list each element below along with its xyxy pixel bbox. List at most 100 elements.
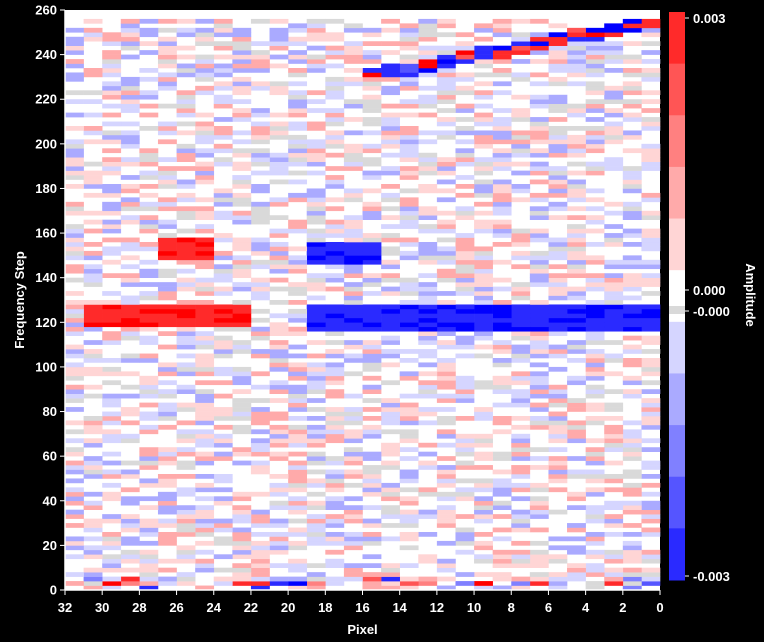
heatmap-cell <box>213 143 233 149</box>
heatmap-cell <box>213 277 233 283</box>
heatmap-cell <box>325 366 345 372</box>
heatmap-cell <box>381 362 400 368</box>
heatmap-cell <box>585 166 605 171</box>
heatmap-cell <box>585 460 605 466</box>
heatmap-cell <box>362 523 382 528</box>
heatmap-cell <box>250 420 270 426</box>
heatmap-cell <box>325 563 345 568</box>
heatmap-cell <box>418 491 438 497</box>
heatmap-cell <box>157 179 177 185</box>
heatmap-cell <box>381 407 400 412</box>
heatmap-cell <box>139 291 159 296</box>
heatmap-cell <box>288 407 308 412</box>
heatmap-cell <box>529 313 549 319</box>
heatmap-cell <box>269 166 289 171</box>
heatmap-cell <box>474 532 493 537</box>
heatmap-cell <box>83 353 103 359</box>
heatmap-cell <box>250 134 270 140</box>
heatmap-cell <box>157 523 177 528</box>
heatmap-cell <box>641 460 661 466</box>
heatmap-cell <box>529 152 549 158</box>
heatmap-cell <box>195 420 215 426</box>
heatmap-cell <box>511 295 531 301</box>
heatmap-cell <box>362 273 382 278</box>
heatmap-cell <box>120 94 140 100</box>
heatmap-cell <box>585 536 605 542</box>
heatmap-cell <box>176 384 196 390</box>
y-tick-label: 60 <box>43 449 57 464</box>
heatmap-cell <box>213 27 233 33</box>
heatmap-cell <box>362 554 382 560</box>
heatmap-cell <box>288 81 308 87</box>
heatmap-cell <box>604 54 624 60</box>
heatmap-cell <box>288 54 308 60</box>
heatmap-cell <box>567 474 586 479</box>
heatmap-cell <box>65 233 84 238</box>
heatmap-cell <box>455 438 475 444</box>
heatmap-cell <box>381 308 400 314</box>
heatmap-cell <box>139 259 159 265</box>
heatmap-cell <box>102 94 122 100</box>
heatmap-cell <box>120 103 140 109</box>
heatmap-cell <box>455 581 475 586</box>
heatmap-cell <box>362 353 382 359</box>
heatmap-cell <box>176 344 196 350</box>
heatmap-cell <box>195 54 215 60</box>
heatmap-cell <box>436 398 456 403</box>
heatmap-cell <box>343 451 363 457</box>
heatmap-cell <box>362 581 382 586</box>
heatmap-cell <box>622 491 642 497</box>
heatmap-cell <box>102 90 122 96</box>
heatmap-cell <box>622 505 642 510</box>
heatmap-cell <box>139 353 159 359</box>
heatmap-cell <box>232 416 252 421</box>
heatmap-cell <box>418 188 438 194</box>
heatmap-cell <box>585 117 605 122</box>
heatmap-cell <box>120 184 140 189</box>
heatmap-cell <box>474 121 493 127</box>
heatmap-cell <box>325 130 345 136</box>
heatmap-cell <box>139 447 159 452</box>
heatmap-cell <box>362 76 382 82</box>
heatmap-cell <box>65 255 84 261</box>
heatmap-cell <box>325 36 345 42</box>
heatmap-cell <box>567 456 586 461</box>
heatmap-cell <box>139 563 159 568</box>
heatmap-cell <box>492 429 512 435</box>
heatmap-cell <box>306 380 326 386</box>
heatmap-cell <box>120 32 140 38</box>
heatmap-cell <box>306 54 326 60</box>
heatmap-cell <box>250 184 270 189</box>
heatmap-cell <box>641 192 661 198</box>
heatmap-cell <box>455 286 475 292</box>
heatmap-cell <box>306 36 326 42</box>
heatmap-cell <box>139 313 159 319</box>
heatmap-cell <box>399 23 419 29</box>
heatmap-cell <box>455 108 475 113</box>
heatmap-cell <box>474 304 493 310</box>
heatmap-cell <box>213 126 233 131</box>
heatmap-cell <box>622 420 642 426</box>
heatmap-cell <box>548 242 568 247</box>
heatmap-cell <box>306 438 326 444</box>
heatmap-cell <box>102 429 122 435</box>
heatmap-cell <box>213 99 233 104</box>
heatmap-cell <box>567 161 586 167</box>
heatmap-cell <box>418 273 438 278</box>
heatmap-cell <box>139 273 159 278</box>
heatmap-cell <box>269 259 289 265</box>
heatmap-cell <box>436 50 456 55</box>
heatmap-cell <box>157 184 177 189</box>
heatmap-cell <box>399 326 419 332</box>
heatmap-cell <box>343 259 363 265</box>
heatmap-cell <box>102 451 122 457</box>
heatmap-cell <box>102 514 122 519</box>
heatmap-cell <box>399 317 419 323</box>
heatmap-cell <box>325 576 345 582</box>
heatmap-cell <box>343 237 363 243</box>
heatmap-cell <box>362 206 382 212</box>
heatmap-cell <box>474 322 493 328</box>
heatmap-cell <box>157 317 177 323</box>
heatmap-cell <box>381 451 400 457</box>
heatmap-cell <box>567 224 586 229</box>
